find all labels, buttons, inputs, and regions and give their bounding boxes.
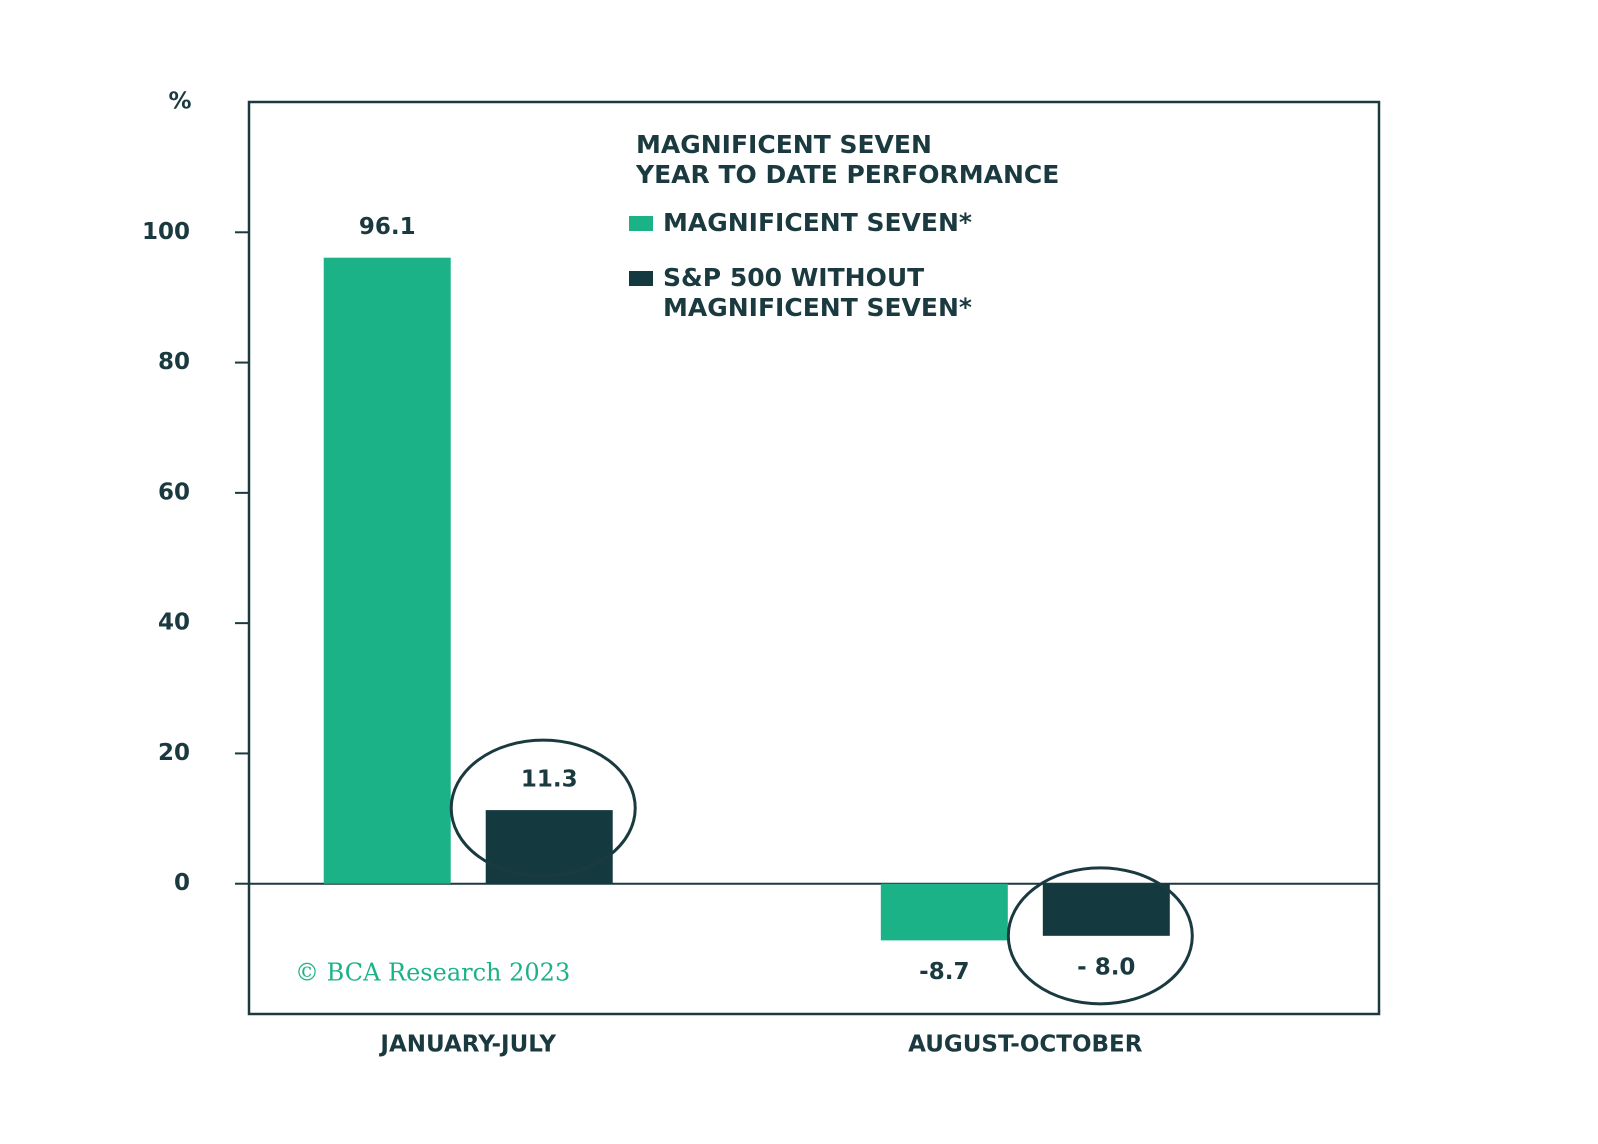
highlight-circle: [1006, 866, 1194, 1006]
title-line: YEAR TO DATE PERFORMANCE: [636, 160, 1060, 189]
y-tick-label: 0: [174, 870, 190, 896]
bar: [1042, 883, 1170, 936]
chart-title: MAGNIFICENT SEVEN YEAR TO DATE PERFORMAN…: [636, 130, 1136, 190]
y-unit: %: [168, 89, 191, 115]
bar: [323, 257, 451, 884]
bar: [880, 883, 1008, 941]
title-line: MAGNIFICENT SEVEN: [636, 130, 932, 159]
value-label: 96.1: [359, 214, 416, 240]
y-tick-label: 40: [158, 610, 190, 636]
x-tick-label: JANUARY-JULY: [378, 1032, 556, 1058]
plot-frame: [247, 100, 1381, 1016]
value-label: -8.7: [919, 959, 969, 985]
y-tick-label: 80: [158, 349, 190, 375]
annotation: © BCA Research 2023: [295, 959, 570, 987]
x-tick-label: AUGUST-OCTOBER: [908, 1032, 1143, 1058]
highlight-circle: [449, 738, 637, 878]
value-label: - 8.0: [1077, 954, 1135, 980]
legend-label: S&P 500 WITHOUT MAGNIFICENT SEVEN*: [663, 263, 972, 322]
y-tick-label: 60: [158, 479, 190, 505]
legend-swatch: [629, 216, 653, 231]
legend-swatch: [629, 271, 653, 286]
legend-label: MAGNIFICENT SEVEN*: [663, 208, 972, 237]
y-tick-label: 20: [158, 740, 190, 766]
value-label: 11.3: [521, 767, 578, 793]
y-tick-label: 100: [142, 219, 190, 245]
bar: [485, 810, 613, 884]
